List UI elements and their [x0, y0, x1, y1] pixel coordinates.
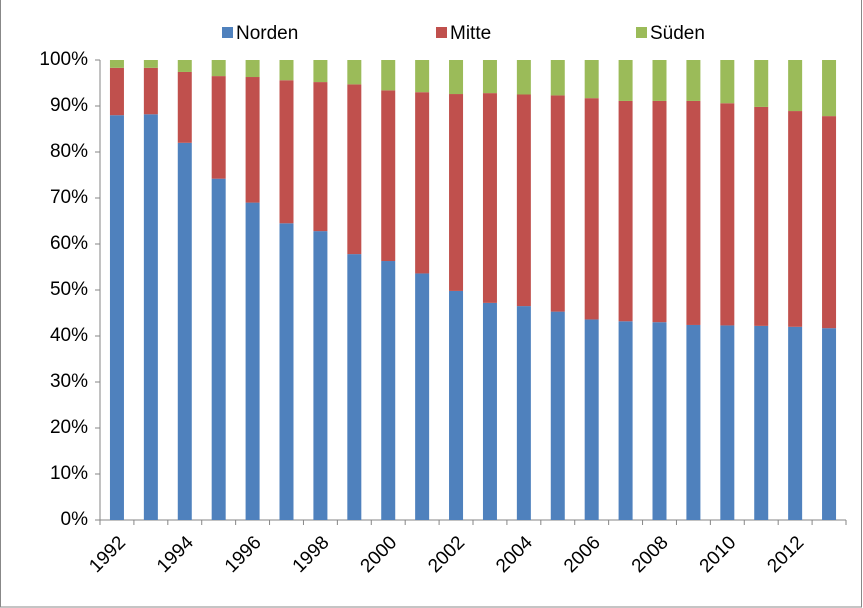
bar-segment: [652, 60, 667, 101]
bar-segment: [788, 111, 803, 327]
bar-segment: [686, 60, 701, 101]
bar-segment: [415, 273, 430, 520]
bar-segment: [482, 93, 497, 303]
bar-segment: [788, 60, 803, 112]
legend-label: Norden: [236, 23, 298, 44]
bar-segment: [415, 92, 430, 274]
x-tick-label: 2012: [763, 532, 808, 577]
bar-segment: [584, 98, 599, 320]
bar-segment: [143, 67, 158, 115]
bar-segment: [211, 60, 226, 77]
y-tick-label: 10%: [50, 463, 88, 484]
y-tick-label: 80%: [50, 141, 88, 162]
bar-segment: [347, 254, 362, 520]
bar-segment: [143, 60, 158, 68]
x-tick-label: 2002: [424, 532, 469, 577]
bar-segment: [279, 223, 294, 521]
bar-segment: [618, 100, 633, 322]
x-tick-label: 2000: [357, 532, 402, 577]
bar-segment: [109, 67, 124, 116]
bar-segment: [177, 60, 192, 72]
bar-segment: [449, 290, 464, 520]
y-tick-label: 20%: [50, 417, 88, 438]
bar-segment: [449, 94, 464, 291]
x-tick-label: 1996: [221, 532, 266, 577]
bar-segment: [516, 60, 531, 95]
bar-segment: [516, 94, 531, 307]
bar-segment: [754, 60, 769, 107]
bar-segment: [652, 322, 667, 520]
bar-segment: [482, 60, 497, 94]
bar-segment: [822, 116, 837, 329]
bar-segment: [381, 60, 396, 91]
bar-segment: [279, 80, 294, 224]
bar-segment: [109, 60, 124, 68]
y-tick-label: 70%: [50, 187, 88, 208]
bar-segment: [347, 60, 362, 85]
bar-segment: [313, 231, 328, 520]
bar-segment: [550, 60, 565, 96]
y-tick-label: 90%: [50, 95, 88, 116]
bar-segment: [720, 103, 735, 326]
bar-segment: [177, 142, 192, 521]
y-tick-label: 60%: [50, 233, 88, 254]
bar-segment: [720, 325, 735, 520]
bar-segment: [686, 324, 701, 520]
legend-swatch: [436, 27, 447, 38]
bar-segment: [211, 178, 226, 520]
bar-segment: [313, 60, 328, 83]
bar-segment: [822, 60, 837, 117]
bar-segment: [584, 60, 599, 99]
x-tick-label: 2004: [492, 532, 537, 577]
bar-segment: [788, 326, 803, 520]
bar-segment: [822, 328, 837, 520]
y-tick-label: 40%: [50, 325, 88, 346]
bar-segment: [245, 202, 260, 520]
legend-label: Mitte: [450, 23, 491, 44]
bar-segment: [449, 60, 464, 95]
bar-segment: [245, 60, 260, 78]
legend-swatch: [222, 27, 233, 38]
x-tick-label: 1992: [85, 532, 130, 577]
bar-segment: [381, 90, 396, 262]
bar-segment: [482, 302, 497, 520]
bar-segment: [516, 306, 531, 520]
legend-swatch: [636, 27, 647, 38]
x-tick-label: 2006: [560, 532, 605, 577]
bar-segment: [143, 114, 158, 520]
y-tick-label: 100%: [39, 49, 88, 70]
y-tick-label: 50%: [50, 279, 88, 300]
bar-segment: [618, 321, 633, 520]
bar-segment: [279, 60, 294, 81]
x-tick-label: 2010: [696, 532, 741, 577]
legend-label: Süden: [650, 23, 705, 44]
y-tick-label: 0%: [61, 509, 89, 530]
bar-segment: [109, 115, 124, 520]
bar-segment: [550, 311, 565, 520]
bar-segment: [754, 106, 769, 326]
bar-segment: [618, 60, 633, 101]
bar-segment: [211, 76, 226, 179]
bar-segment: [415, 60, 430, 93]
bar-segment: [720, 60, 735, 104]
bar-segment: [686, 100, 701, 325]
bar-segment: [754, 325, 769, 520]
y-tick-label: 30%: [50, 371, 88, 392]
bar-segment: [381, 261, 396, 520]
bar-segment: [245, 77, 260, 203]
bar-segment: [652, 100, 667, 323]
bar-segment: [313, 82, 328, 232]
x-tick-label: 1998: [289, 532, 334, 577]
x-tick-label: 1994: [153, 532, 198, 577]
bar-segment: [347, 84, 362, 255]
x-tick-label: 2008: [628, 532, 673, 577]
bar-segment: [550, 95, 565, 312]
bar-segment: [177, 71, 192, 143]
bar-segment: [584, 319, 599, 520]
